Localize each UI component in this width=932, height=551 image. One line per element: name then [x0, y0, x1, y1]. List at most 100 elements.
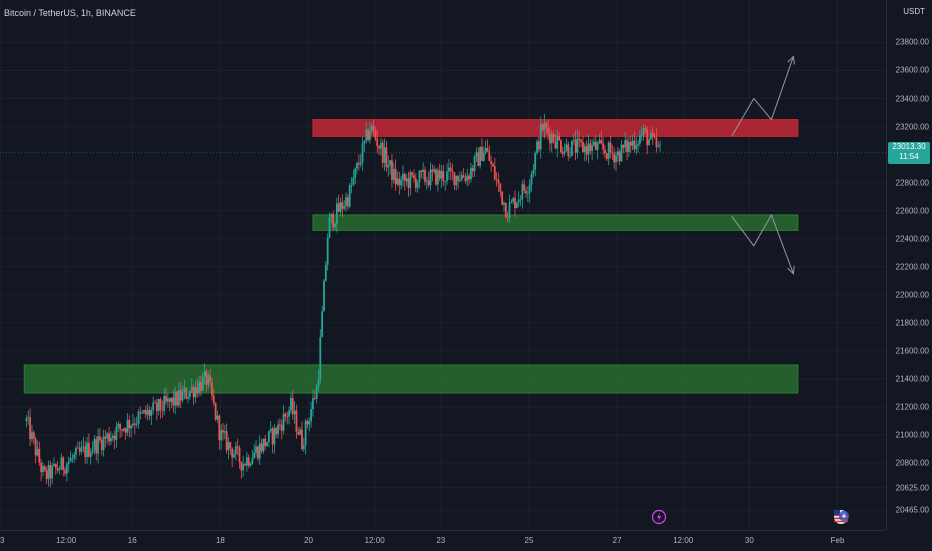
support-zone-3[interactable]: [23, 364, 799, 394]
candle-body: [286, 416, 289, 417]
candle-body: [310, 409, 313, 422]
candle-body: [84, 446, 87, 458]
candle-body: [128, 419, 131, 429]
candle-body: [638, 135, 641, 144]
x-tick-label: 30: [744, 536, 754, 545]
time-axis[interactable]: 13 12:00 16 18 20 12:00 23 25 27 12:00 30 Feb: [0, 530, 886, 551]
price-axis[interactable]: USDT 23800.00 23600.00 23400.00 23200.00 228…: [886, 0, 932, 530]
candle-body: [587, 143, 590, 155]
candle-body: [209, 375, 212, 383]
candle-body: [402, 173, 404, 180]
candle-body: [481, 147, 483, 161]
projection-arrow-down[interactable]: [731, 213, 794, 274]
candle-body: [211, 382, 213, 396]
candle-body: [181, 391, 184, 401]
candle-body: [78, 447, 81, 452]
currency-label[interactable]: USDT: [903, 7, 925, 16]
y-tick-label: 21200.00: [895, 402, 929, 412]
candle-body: [350, 184, 353, 186]
candle-body: [492, 163, 494, 167]
candlestick-chart[interactable]: [0, 0, 886, 530]
candle-body: [65, 464, 68, 474]
candle-body: [104, 436, 107, 439]
candle-body: [330, 213, 333, 218]
candle-body: [651, 133, 654, 137]
candle-body: [655, 137, 658, 147]
candle-body: [29, 417, 32, 440]
candle-body: [561, 152, 564, 154]
candle-body: [554, 141, 557, 149]
projection-arrowhead-down: [787, 265, 795, 275]
candle-body: [552, 134, 555, 142]
candle-body: [89, 452, 92, 457]
candle-body: [198, 381, 200, 394]
candle-body: [530, 173, 533, 185]
candle-body: [605, 153, 608, 159]
candle-body: [76, 447, 79, 449]
candle-body: [111, 435, 114, 439]
candle-body: [565, 144, 568, 151]
candle-body: [490, 160, 493, 164]
projection-arrowhead-up: [787, 55, 795, 65]
candle-body: [600, 140, 603, 144]
candle-body: [348, 185, 351, 207]
candle-body: [650, 133, 652, 140]
candle-body: [135, 423, 138, 425]
candle-body: [563, 150, 566, 154]
y-tick-label: 22000.00: [895, 290, 929, 300]
chart-area[interactable]: Bitcoin / TetherUS, 1h, BINANCE: [0, 0, 886, 530]
candle-body: [378, 146, 380, 149]
projection-arrows: [731, 55, 795, 275]
candle-body: [53, 464, 55, 466]
support-zone-2[interactable]: [312, 214, 799, 231]
candle-body: [99, 436, 101, 440]
candle-body: [161, 409, 164, 411]
x-tick-label: 23: [436, 536, 446, 545]
candle-body: [242, 464, 245, 471]
candle-body: [451, 171, 454, 173]
projection-arrow-up[interactable]: [731, 56, 794, 137]
candle-body: [594, 141, 597, 150]
candle-body: [418, 170, 421, 182]
candle-body: [582, 141, 584, 153]
candle-body: [244, 464, 246, 466]
candle-body: [602, 143, 605, 150]
y-tick-label: 20800.00: [895, 458, 929, 468]
candle-body: [394, 168, 397, 185]
candle-body: [157, 399, 160, 412]
candle-body: [194, 387, 197, 398]
resistance-zone-1[interactable]: [312, 119, 799, 137]
candle-body: [447, 167, 450, 172]
candle-body: [172, 397, 175, 406]
candle-body: [526, 192, 529, 194]
y-tick-label: 21800.00: [895, 318, 929, 328]
candle-body: [196, 387, 199, 394]
event-icons[interactable]: [651, 509, 850, 525]
candle-body: [486, 148, 489, 152]
candle-body: [369, 130, 371, 141]
last-price-value: 23013.30: [892, 141, 926, 151]
candle-body: [569, 155, 571, 157]
candle-body: [343, 206, 346, 209]
candle-body: [119, 424, 122, 430]
bar-countdown: 11:54: [899, 151, 919, 161]
candle-body: [163, 396, 166, 411]
candle-body: [214, 403, 217, 420]
candle-body: [130, 425, 133, 429]
lightning-event-icon[interactable]: [651, 509, 667, 525]
x-tick-label: 12:00: [56, 536, 77, 545]
candle-body: [493, 166, 496, 180]
candle-body: [405, 178, 408, 181]
us-flag-event-icon[interactable]: [834, 510, 850, 524]
candle-body: [108, 433, 110, 442]
candle-body: [604, 149, 606, 154]
candle-body: [306, 420, 309, 425]
candle-body: [271, 428, 274, 445]
candle-body: [370, 125, 373, 131]
candle-body: [159, 399, 162, 410]
candle-body: [102, 436, 105, 451]
candle-body: [190, 387, 193, 391]
candle-body: [626, 140, 628, 152]
y-tick-label: 21000.00: [895, 430, 929, 440]
candle-body: [519, 199, 522, 201]
